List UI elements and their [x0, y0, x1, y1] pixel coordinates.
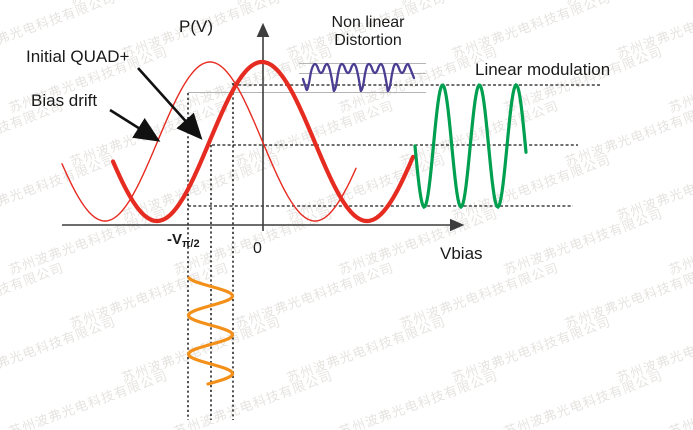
- distorted-output-wave: [301, 62, 416, 93]
- y-axis-label: P(V): [179, 17, 213, 36]
- annotation-arrows: [109, 67, 203, 142]
- nonlinear-distortion-label-line1: Non linear: [331, 14, 405, 31]
- thick-transfer-curve: [110, 59, 416, 224]
- bias-drift-arrow: [109, 108, 161, 142]
- bias-voltage-label-subscript: π/2: [182, 238, 200, 250]
- input-signal-wave: [186, 276, 235, 386]
- nonlinear-distortion-label: Non linear Distortion: [320, 14, 416, 51]
- linear-output-wave: [413, 82, 528, 210]
- power-level-dashed-lines: [188, 84, 601, 207]
- bias-voltage-label-main: -V: [167, 231, 182, 248]
- nonlinear-distortion-label-line2: Distortion: [334, 32, 402, 50]
- x-axis-label: Vbias: [440, 244, 483, 263]
- bias-dotted-lines: [187, 83, 234, 420]
- bias-voltage-label: -Vπ/2: [167, 231, 200, 251]
- origin-label: 0: [253, 240, 262, 257]
- bias-drift-label: Bias drift: [31, 91, 98, 110]
- linear-modulation-label: Linear modulation: [475, 60, 611, 79]
- thin-transfer-curve: [61, 61, 357, 222]
- initial-quad-arrow: [137, 67, 203, 140]
- initial-quad-label: Initial QUAD+: [26, 47, 130, 66]
